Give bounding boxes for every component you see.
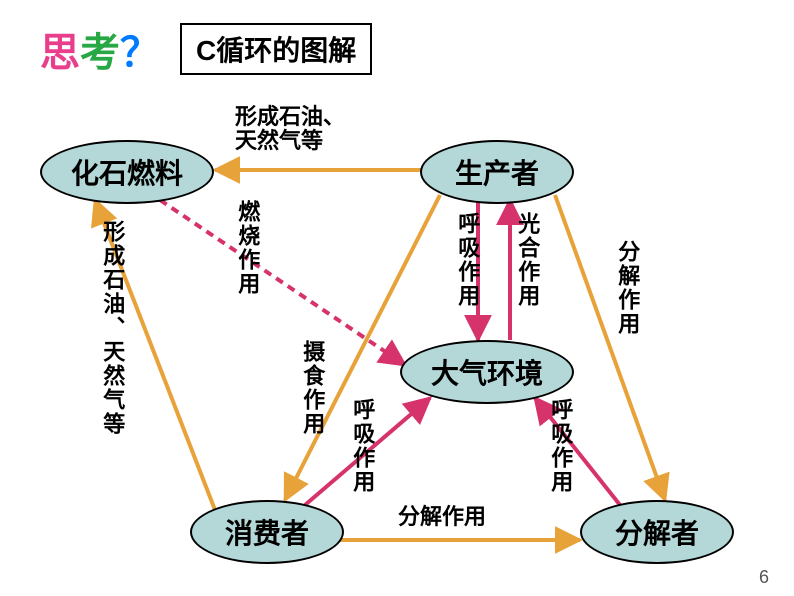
label-decomp-atmos: 呼吸作用 (548, 398, 572, 494)
label-prod-cons: 摄食作用 (300, 340, 324, 436)
node-atmosphere: 大气环境 (400, 340, 574, 404)
node-label: 消费者 (225, 512, 309, 552)
node-decomposer: 分解者 (580, 500, 734, 564)
node-consumer: 消费者 (190, 500, 344, 564)
label-prod-atmos: 呼吸作用 (455, 212, 479, 308)
label-cons-atmos: 呼吸作用 (350, 398, 374, 494)
node-label: 分解者 (615, 512, 699, 552)
label-fossil-atmos: 燃烧作用 (235, 200, 259, 296)
label-prod-decomp: 分解作用 (615, 240, 639, 336)
node-label: 生产者 (455, 152, 539, 192)
node-label: 化石燃料 (71, 152, 183, 192)
label-cons-fossil: 形成石油、天然气等 (100, 220, 124, 436)
label-prod-fossil: 形成石油、 天然气等 (235, 105, 345, 153)
label-cons-decomp: 分解作用 (398, 505, 486, 529)
label-atmos-prod: 光合作用 (515, 212, 539, 308)
node-producer: 生产者 (420, 140, 574, 204)
node-label: 大气环境 (431, 352, 543, 392)
node-fossil: 化石燃料 (40, 140, 214, 204)
